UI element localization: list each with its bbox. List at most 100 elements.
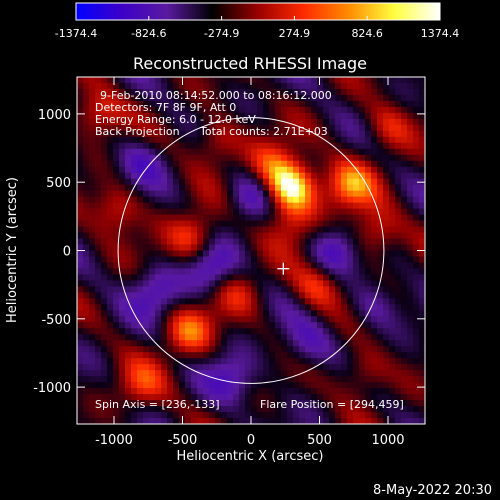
heatmap-cell <box>227 400 234 407</box>
heatmap-cell <box>155 334 162 341</box>
heatmap-cell <box>197 112 204 120</box>
heatmap-cell <box>287 418 294 424</box>
heatmap-cell <box>329 400 336 407</box>
heatmap-cell <box>185 406 192 413</box>
heatmap-cell <box>419 142 425 150</box>
heatmap-cell <box>197 394 204 401</box>
heatmap-cell <box>77 298 84 305</box>
heatmap-cell <box>167 400 174 407</box>
heatmap-cell <box>239 124 246 132</box>
heatmap-cell <box>377 208 384 216</box>
heatmap-cell <box>89 262 96 270</box>
heatmap-cell <box>185 316 192 323</box>
heatmap-cell <box>131 358 138 365</box>
heatmap-cell <box>197 418 204 424</box>
heatmap-cell <box>401 184 408 192</box>
heatmap-cell <box>203 250 210 258</box>
heatmap-cell <box>335 370 342 377</box>
heatmap-cell <box>305 298 312 305</box>
heatmap-cell <box>395 190 402 198</box>
heatmap-cell <box>95 88 102 96</box>
heatmap-cell <box>233 418 240 424</box>
heatmap-cell <box>407 226 414 234</box>
heatmap-cell <box>167 112 174 120</box>
heatmap-cell <box>365 304 372 311</box>
heatmap-cell <box>95 142 102 150</box>
heatmap-cell <box>215 340 222 347</box>
heatmap-cell <box>137 214 144 222</box>
heatmap-cell <box>95 112 102 120</box>
heatmap-cell <box>317 364 324 371</box>
heatmap-cell <box>95 400 102 407</box>
heatmap-cell <box>209 358 216 365</box>
heatmap-cell <box>401 202 408 210</box>
heatmap-cell <box>251 118 258 126</box>
heatmap-cell <box>317 178 324 186</box>
heatmap-cell <box>347 364 354 371</box>
heatmap-cell <box>245 394 252 401</box>
heatmap-cell <box>107 316 114 323</box>
heatmap-cell <box>203 358 210 365</box>
heatmap-cell <box>365 112 372 120</box>
heatmap-cell <box>287 400 294 407</box>
heatmap-cell <box>269 142 276 150</box>
heatmap-cell <box>377 77 384 84</box>
heatmap-cell <box>113 316 120 323</box>
heatmap-cell <box>311 388 318 395</box>
heatmap-cell <box>359 106 366 114</box>
heatmap-cell <box>341 112 348 120</box>
heatmap-cell <box>77 334 84 341</box>
heatmap-cell <box>251 340 258 347</box>
heatmap-cell <box>377 184 384 192</box>
heatmap-cell <box>359 406 366 413</box>
heatmap-cell <box>251 310 258 317</box>
heatmap-cell <box>161 256 168 264</box>
heatmap-cell <box>137 106 144 114</box>
heatmap-cell <box>419 148 425 156</box>
heatmap-cell <box>323 382 330 389</box>
heatmap-cell <box>377 286 384 293</box>
heatmap-cell <box>227 154 234 162</box>
heatmap-cell <box>419 202 425 210</box>
heatmap-cell <box>257 100 264 108</box>
heatmap-cell <box>185 250 192 258</box>
heatmap-cell <box>137 160 144 168</box>
heatmap-cell <box>167 334 174 341</box>
heatmap-cell <box>395 346 402 353</box>
heatmap-cell <box>353 406 360 413</box>
heatmap-cell <box>83 304 90 311</box>
heatmap-cell <box>131 298 138 305</box>
heatmap-cell <box>287 388 294 395</box>
heatmap-cell <box>275 388 282 395</box>
heatmap-cell <box>197 154 204 162</box>
heatmap-cell <box>227 214 234 222</box>
heatmap-cell <box>269 184 276 192</box>
heatmap-cell <box>101 406 108 413</box>
heatmap-cell <box>383 370 390 377</box>
heatmap-cell <box>293 100 300 108</box>
heatmap-cell <box>77 364 84 371</box>
heatmap-cell <box>191 262 198 270</box>
heatmap-cell <box>155 118 162 126</box>
heatmap-cell <box>317 94 324 102</box>
heatmap-cell <box>131 244 138 252</box>
heatmap-cell <box>161 358 168 365</box>
heatmap-cell <box>413 82 420 90</box>
heatmap-cell <box>173 358 180 365</box>
heatmap-cell <box>251 154 258 162</box>
heatmap-cell <box>191 238 198 246</box>
heatmap-cell <box>77 406 84 413</box>
heatmap-cell <box>383 298 390 305</box>
heatmap-cell <box>293 82 300 90</box>
heatmap-cell <box>95 184 102 192</box>
heatmap-cell <box>299 100 306 108</box>
heatmap-cell <box>137 364 144 371</box>
heatmap-cell <box>209 94 216 102</box>
heatmap-cell <box>89 268 96 276</box>
heatmap-cell <box>335 310 342 317</box>
heatmap-cell <box>143 94 150 102</box>
heatmap-cell <box>389 124 396 132</box>
heatmap-cell <box>143 406 150 413</box>
heatmap-cell <box>281 184 288 192</box>
heatmap-cell <box>167 118 174 126</box>
